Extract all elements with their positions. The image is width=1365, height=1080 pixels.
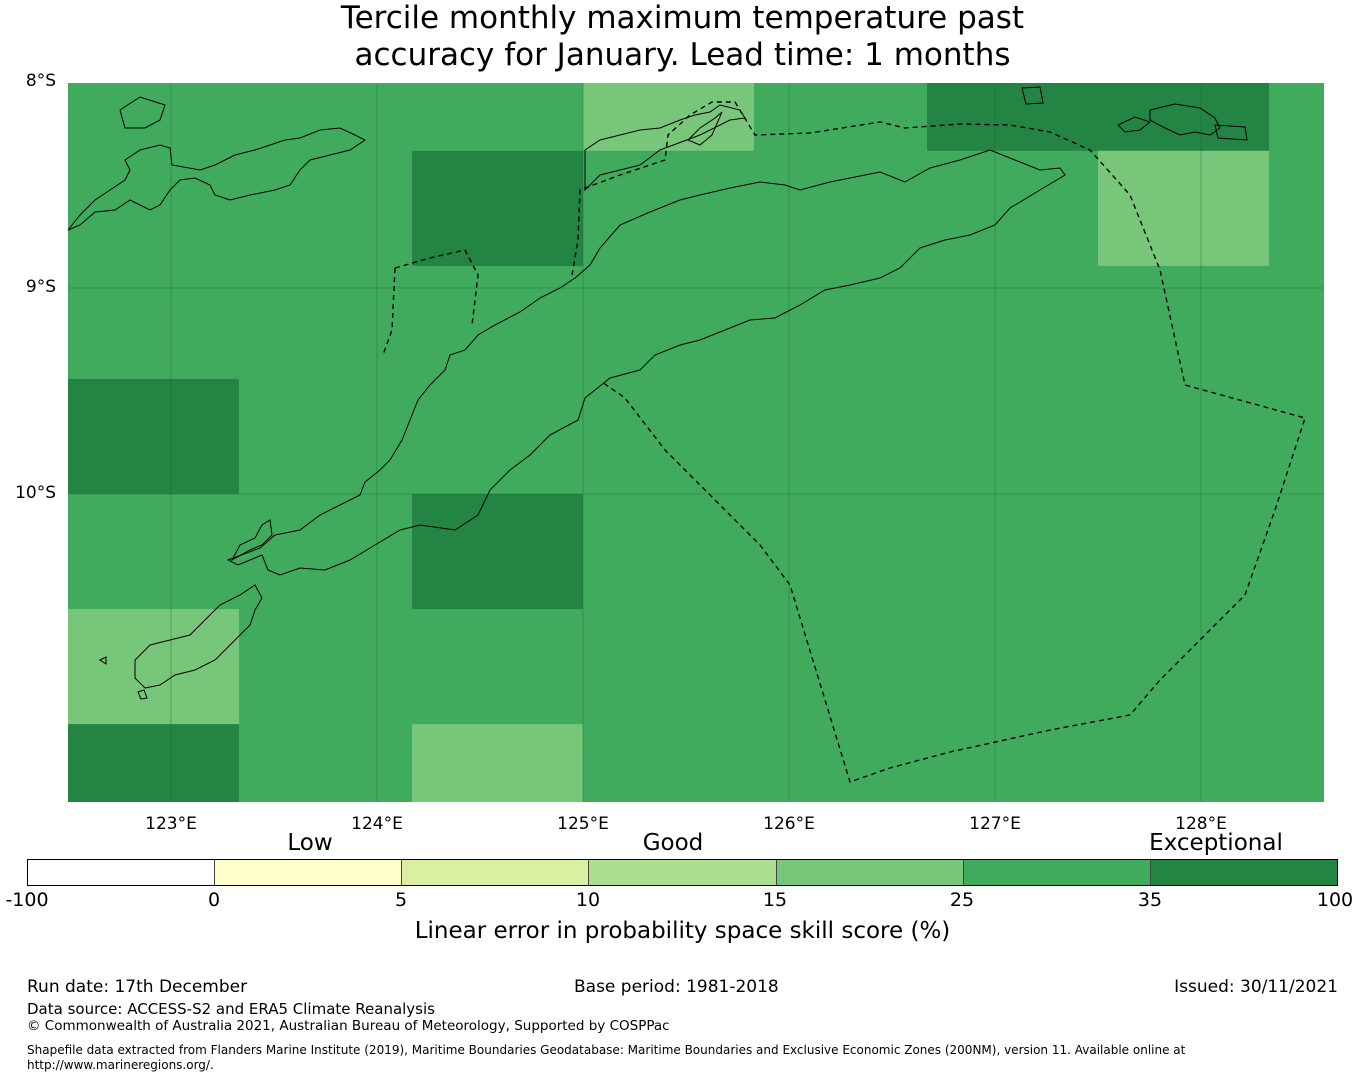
issued-date: Issued: 30/11/2021 xyxy=(1174,977,1338,997)
rote-island-coastline xyxy=(134,584,263,689)
timor-coastline xyxy=(226,149,1066,576)
colorbar-segment xyxy=(28,860,216,885)
colorbar-tick: 0 xyxy=(207,889,221,911)
skill-cell xyxy=(583,83,754,151)
lon-label-123e: 123°E xyxy=(145,814,197,834)
timor-west-tip xyxy=(230,519,273,562)
colorbar-tick: 5 xyxy=(394,889,408,911)
lat-label-8s: 8°S xyxy=(25,71,56,91)
base-period: Base period: 1981-2018 xyxy=(574,977,779,997)
skill-cell xyxy=(412,150,583,266)
small-island-1 xyxy=(1021,86,1044,105)
colorbar-tick: 25 xyxy=(949,889,975,911)
boundary-north xyxy=(571,101,1306,783)
boundary-oecusse xyxy=(382,249,479,356)
colorbar-tick: -100 xyxy=(5,889,49,911)
pantar-island-coastline xyxy=(119,96,166,129)
maritime-boundaries xyxy=(382,101,1306,783)
alor-island-coastline xyxy=(67,127,366,231)
small-island-5 xyxy=(137,689,148,700)
wetar-island-coastline xyxy=(584,104,746,192)
lon-label-124e: 124°E xyxy=(351,814,403,834)
small-island-3 xyxy=(1214,124,1248,141)
category-exceptional: Exceptional xyxy=(1149,830,1283,856)
coastlines xyxy=(67,86,1248,700)
map-title: Tercile monthly maximum temperature past… xyxy=(0,0,1365,74)
category-good: Good xyxy=(642,830,704,856)
colorbar-tick: 15 xyxy=(762,889,788,911)
map-panel xyxy=(67,83,1324,802)
colorbar-tick: 35 xyxy=(1137,889,1163,911)
colorbar-tick: 100 xyxy=(1316,889,1354,911)
babar-island-coastline xyxy=(1149,103,1221,136)
title-line-1: Tercile monthly maximum temperature past xyxy=(340,0,1025,36)
lat-label-9s: 9°S xyxy=(25,277,56,297)
skill-cell xyxy=(1098,150,1269,266)
lon-label-127e: 127°E xyxy=(969,814,1021,834)
shapefile-credit: Shapefile data extracted from Flanders M… xyxy=(27,1043,1327,1073)
category-low: Low xyxy=(287,830,333,856)
skill-cell xyxy=(412,494,583,610)
title-line-2: accuracy for January. Lead time: 1 month… xyxy=(354,37,1011,73)
colorbar-tick: 10 xyxy=(575,889,601,911)
lat-label-10s: 10°S xyxy=(15,483,56,503)
skill-cells xyxy=(68,83,1269,802)
skill-cell xyxy=(68,609,239,725)
copyright: © Commonwealth of Australia 2021, Austra… xyxy=(27,1018,670,1034)
lon-label-125e: 125°E xyxy=(557,814,609,834)
skill-cell xyxy=(412,724,583,802)
small-island-2 xyxy=(1117,116,1152,133)
lon-label-128e: 128°E xyxy=(1175,814,1227,834)
skill-cell xyxy=(68,378,239,494)
data-source: Data source: ACCESS-S2 and ERA5 Climate … xyxy=(27,1000,435,1018)
colorbar xyxy=(27,859,1338,886)
atauro-island-coastline xyxy=(687,111,723,146)
lon-label-126e: 126°E xyxy=(763,814,815,834)
colorbar-segment xyxy=(402,860,590,885)
colorbar-segment xyxy=(776,860,964,885)
shapefile-credit-line-1: Shapefile data extracted from Flanders M… xyxy=(27,1043,1186,1057)
skill-cell xyxy=(68,724,239,802)
colorbar-segment xyxy=(963,860,1151,885)
shapefile-credit-line-2: http://www.marineregions.org/. xyxy=(27,1058,214,1072)
small-island-4 xyxy=(99,656,107,665)
gridlines xyxy=(68,83,1324,802)
run-date: Run date: 17th December xyxy=(27,977,248,997)
skill-cell xyxy=(927,83,1269,151)
colorbar-title: Linear error in probability space skill … xyxy=(414,918,951,944)
colorbar-segment xyxy=(589,860,777,885)
colorbar-segment xyxy=(1150,860,1337,885)
colorbar-segment xyxy=(215,860,403,885)
